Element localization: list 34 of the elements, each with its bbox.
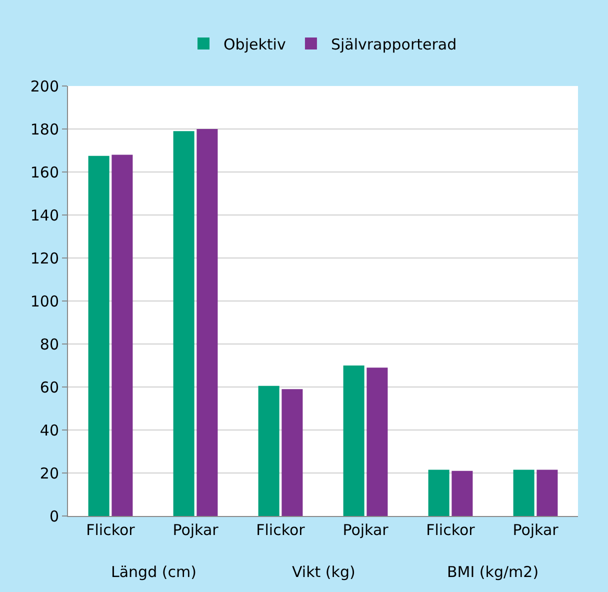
x-tick-label: Flickor [426,521,476,539]
bar [366,368,388,516]
text: BMI (kg/m2) [447,563,539,581]
x-tick-label: Pojkar [512,521,560,539]
bar [282,389,303,516]
legend-label: Självrapporterad [330,35,457,54]
y-tick-label: 60 [40,378,59,396]
bar [88,156,110,516]
x-tick-label: Pojkar [172,521,220,539]
bar [258,386,280,516]
y-tick-label: 40 [40,421,59,440]
y-tick-label: 200 [30,77,59,96]
y-tick-label: 20 [40,464,59,482]
y-tick-label: 160 [30,163,59,182]
bar [536,470,558,516]
bar [452,470,473,516]
x-tick-label: Flickor [86,521,136,539]
bar [112,154,133,516]
y-tick-label: 80 [40,335,59,354]
y-tick-label: 120 [30,249,59,268]
bar [343,366,364,516]
y-tick-label: 180 [30,120,59,138]
x-tick-label: Pojkar [342,521,390,539]
bar [196,129,218,516]
bar [173,131,194,516]
legend-label: Objektiv [224,35,286,54]
bar [513,470,534,516]
bar [428,470,450,516]
y-tick-label: 100 [30,292,59,310]
text: Vikt (kg) [292,563,356,581]
y-tick-label: 0 [49,507,59,526]
x-tick-label: Flickor [256,521,306,539]
y-tick-label: 140 [30,206,59,224]
text: Längd (cm) [111,563,196,581]
